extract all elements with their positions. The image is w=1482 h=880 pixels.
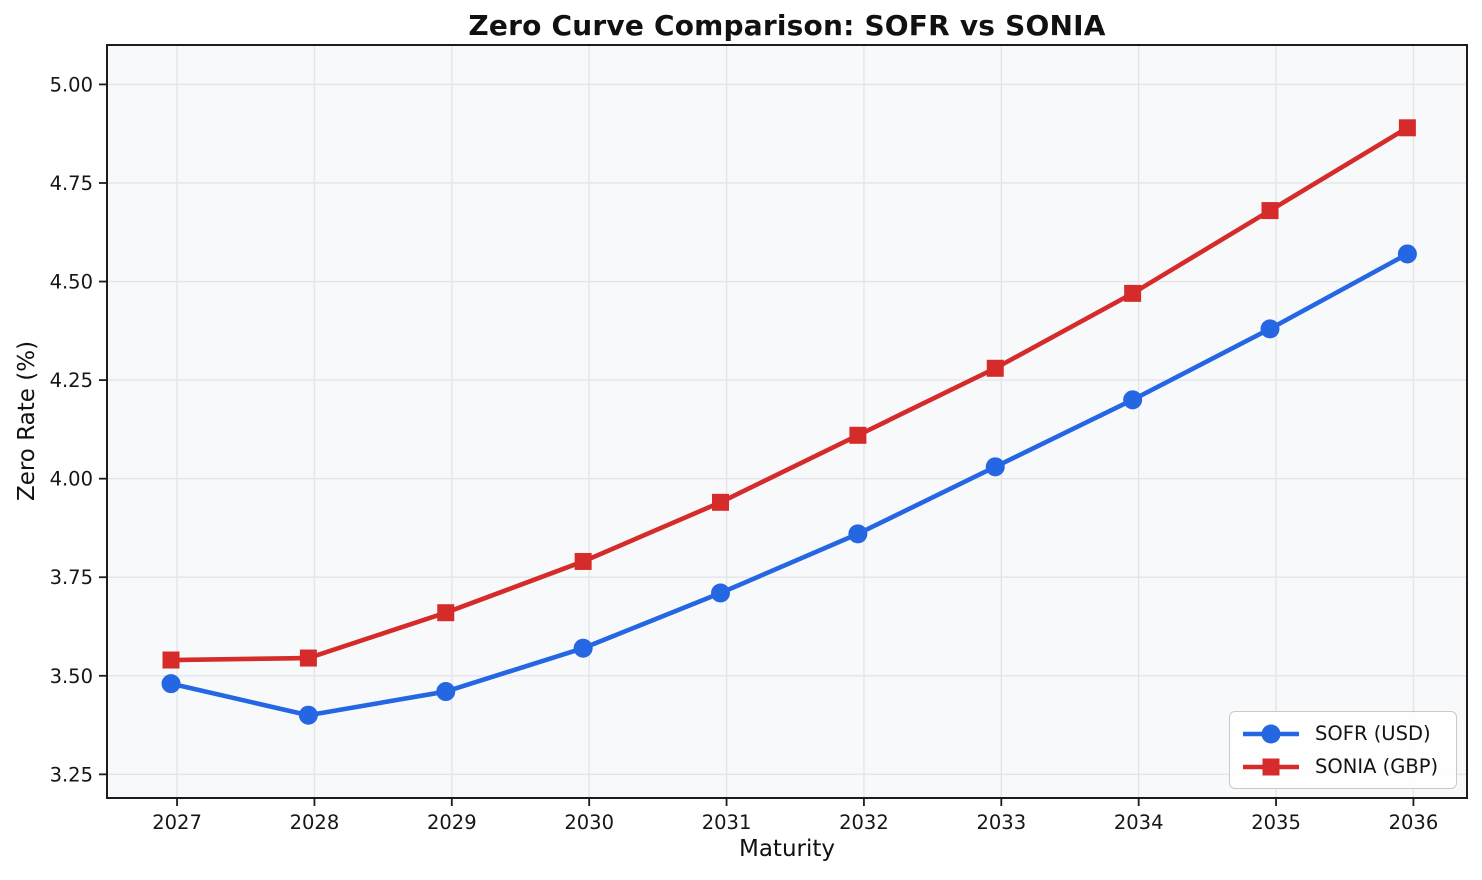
data-point-square (849, 426, 867, 444)
data-point-square (1124, 284, 1142, 302)
x-tick-label: 2036 (1389, 811, 1439, 834)
y-tick-label: 4.00 (50, 468, 93, 491)
data-point-square (162, 651, 180, 669)
data-point-circle (1123, 390, 1143, 410)
y-tick-label: 4.75 (50, 172, 93, 195)
chart-title: Zero Curve Comparison: SOFR vs SONIA (468, 9, 1106, 42)
series-line-sonia-gbp- (168, 125, 1410, 663)
data-point-circle (573, 638, 593, 658)
legend-label: SONIA (GBP) (1315, 755, 1439, 778)
series-line-sofr-usd- (168, 251, 1410, 718)
data-point-square (437, 604, 455, 622)
y-tick-label: 4.25 (50, 369, 93, 392)
data-point-circle (1397, 244, 1417, 264)
data-point-square (712, 493, 730, 511)
x-tick-label: 2034 (1114, 811, 1164, 834)
legend-sample-line-circle-icon (1243, 724, 1299, 743)
data-point-square (1398, 119, 1416, 137)
x-tick-label: 2032 (839, 811, 889, 834)
legend-label: SOFR (USD) (1315, 722, 1431, 745)
y-tick-label: 3.50 (50, 665, 93, 688)
axes-spines (106, 44, 1468, 799)
legend-entry-sofr: SOFR (USD) (1240, 721, 1446, 747)
data-point-square (986, 359, 1004, 377)
data-point-circle (985, 457, 1005, 477)
plot-background (107, 45, 1467, 798)
data-point-circle (711, 583, 731, 603)
y-tick-label: 3.75 (50, 566, 93, 589)
data-point-circle (1260, 319, 1280, 339)
data-point-circle (298, 705, 318, 725)
x-tick-label: 2027 (152, 811, 202, 834)
data-point-square (574, 552, 592, 570)
x-tick-label: 2030 (564, 811, 614, 834)
x-tick-label: 2028 (290, 811, 340, 834)
legend-sample-marker (1261, 724, 1281, 743)
legend: SOFR (USD) SONIA (GBP) (1229, 711, 1457, 789)
legend-entry-sonia: SONIA (GBP) (1240, 754, 1446, 780)
data-point-circle (161, 674, 181, 694)
x-tick-label: 2031 (702, 811, 752, 834)
data-point-square (299, 649, 317, 667)
x-tick-label: 2035 (1251, 811, 1301, 834)
data-point-circle (848, 524, 868, 544)
y-tick-label: 4.50 (50, 271, 93, 294)
x-tick-label: 2033 (976, 811, 1026, 834)
x-axis-label: Maturity (738, 836, 835, 862)
data-point-square (1261, 202, 1279, 220)
y-tick-label: 3.25 (50, 763, 93, 786)
x-tick-label: 2029 (427, 811, 477, 834)
y-tick-label: 5.00 (50, 73, 93, 96)
legend-sample-marker (1262, 758, 1280, 775)
data-point-circle (436, 682, 456, 702)
legend-sample-line-square-icon (1243, 758, 1299, 775)
